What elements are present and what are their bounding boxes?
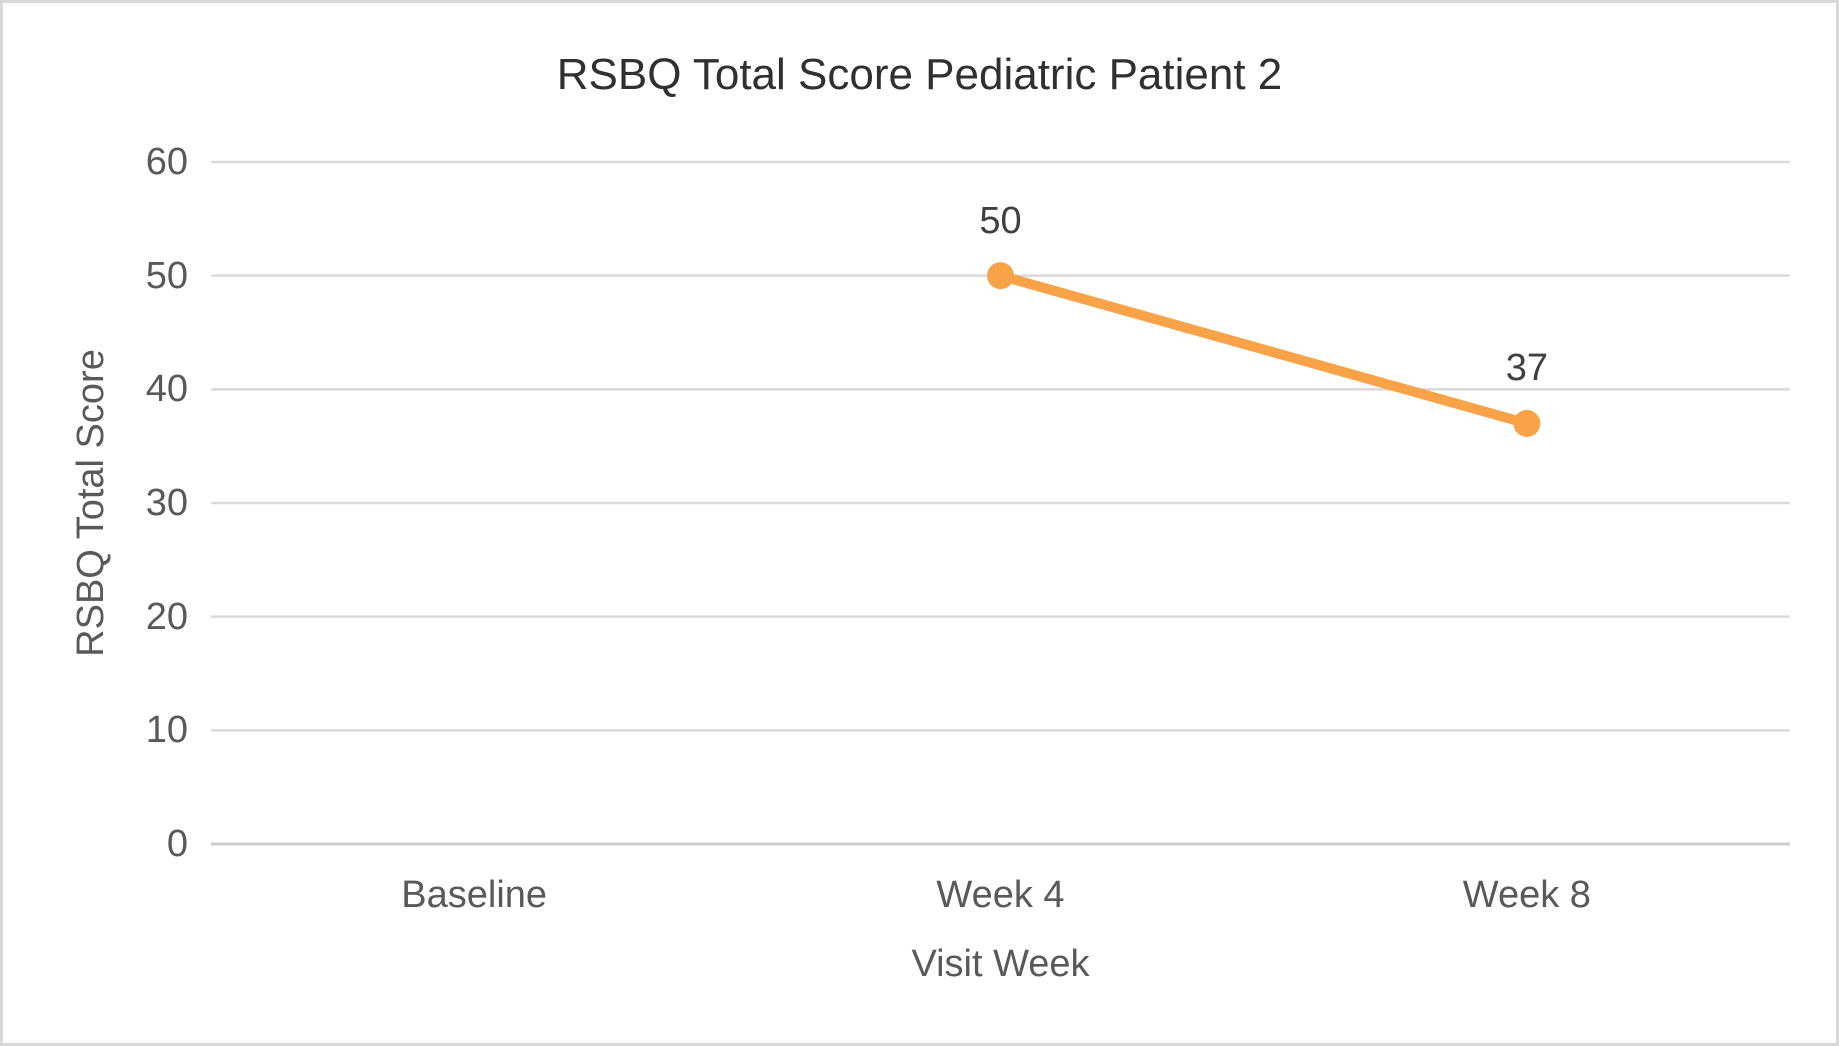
- x-axis-title: Visit Week: [911, 943, 1090, 985]
- chart-title: RSBQ Total Score Pediatric Patient 2: [556, 50, 1283, 99]
- x-tick-label: Week 4: [936, 874, 1065, 916]
- x-tick-label: Week 8: [1462, 874, 1591, 916]
- y-tick-label: 10: [145, 709, 188, 752]
- y-tick-label: 60: [145, 141, 188, 183]
- data-label: 50: [979, 199, 1022, 242]
- x-tick-label: Baseline: [401, 874, 548, 916]
- series-line: [995, 270, 1532, 429]
- y-tick-label: 20: [145, 595, 188, 638]
- y-tick-label: 30: [145, 482, 188, 524]
- data-label: 37: [1505, 347, 1548, 390]
- y-tick-label: 40: [145, 368, 188, 411]
- data-point-marker: [1513, 409, 1541, 437]
- plot-area: [211, 160, 1790, 846]
- y-tick-label: 0: [166, 823, 188, 865]
- data-point-marker: [987, 262, 1014, 290]
- y-tick-label: 50: [145, 254, 188, 297]
